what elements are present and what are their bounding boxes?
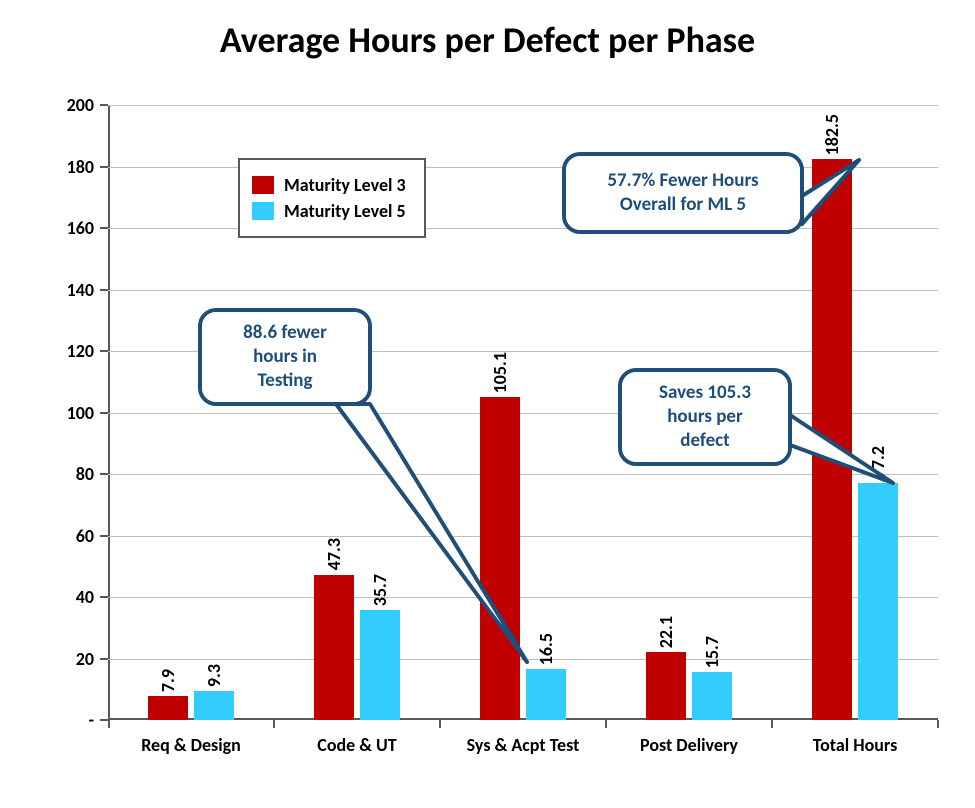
y-tick	[100, 350, 108, 352]
y-tick	[100, 719, 108, 721]
bar: 47.3	[314, 575, 354, 720]
bar-value-label: 182.5	[821, 114, 843, 155]
bar-value-label: 35.7	[369, 574, 391, 606]
x-category-label: Code & UT	[317, 734, 396, 756]
y-tick	[100, 289, 108, 291]
y-tick	[100, 658, 108, 660]
bar: 9.3	[194, 691, 234, 720]
callout-text: 57.7% Fewer HoursOverall for ML 5	[564, 154, 802, 232]
plot-area: -20406080100120140160180200Req & Design7…	[108, 105, 938, 720]
legend-label: Maturity Level 5	[284, 200, 406, 222]
legend-label: Maturity Level 3	[284, 174, 406, 196]
legend-box: Maturity Level 3 Maturity Level 5	[238, 158, 426, 238]
callout-text: 88.6 fewerhours inTesting	[200, 310, 370, 404]
y-tick-label: 140	[44, 279, 94, 301]
y-tick-label: 100	[44, 402, 94, 424]
x-category-label: Total Hours	[813, 734, 898, 756]
bar-value-label: 7.9	[157, 669, 179, 692]
bar: 35.7	[360, 610, 400, 720]
gridline	[108, 105, 938, 106]
y-tick	[100, 596, 108, 598]
bar-value-label: 47.3	[323, 538, 345, 570]
legend-item: Maturity Level 5	[252, 200, 406, 222]
x-tick	[108, 720, 110, 728]
y-tick	[100, 166, 108, 168]
y-tick-label: 120	[44, 340, 94, 362]
y-tick	[100, 412, 108, 414]
bar-value-label: 9.3	[203, 664, 225, 687]
bar: 182.5	[812, 159, 852, 720]
y-tick-label: 200	[44, 94, 94, 116]
y-tick-label: 60	[44, 525, 94, 547]
legend-swatch	[252, 176, 274, 194]
y-tick	[100, 227, 108, 229]
chart-container: Average Hours per Defect per Phase -2040…	[0, 0, 975, 808]
x-tick	[439, 720, 441, 728]
y-tick-label: 180	[44, 156, 94, 178]
y-tick	[100, 104, 108, 106]
legend-swatch	[252, 202, 274, 220]
x-tick	[605, 720, 607, 728]
callout-text: Saves 105.3hours perdefect	[620, 370, 790, 464]
y-tick-label: -	[44, 709, 94, 731]
bar-value-label: 105.1	[489, 352, 511, 393]
bar: 22.1	[646, 652, 686, 720]
legend-item: Maturity Level 3	[252, 174, 406, 196]
bar-value-label: 22.1	[655, 616, 677, 648]
bar-value-label: 15.7	[701, 636, 723, 668]
bar: 16.5	[526, 669, 566, 720]
bar-value-label: 16.5	[535, 633, 557, 665]
y-tick	[100, 535, 108, 537]
x-category-label: Req & Design	[141, 734, 241, 756]
x-tick	[937, 720, 939, 728]
x-tick	[771, 720, 773, 728]
chart-title: Average Hours per Defect per Phase	[0, 18, 975, 62]
bar-value-label: 77.2	[867, 446, 889, 478]
bar: 15.7	[692, 672, 732, 720]
y-tick	[100, 473, 108, 475]
bar: 105.1	[480, 397, 520, 720]
x-category-label: Sys & Acpt Test	[467, 734, 580, 756]
y-tick-label: 40	[44, 586, 94, 608]
x-tick	[273, 720, 275, 728]
x-category-label: Post Delivery	[640, 734, 738, 756]
y-tick-label: 80	[44, 463, 94, 485]
y-tick-label: 160	[44, 217, 94, 239]
bar: 77.2	[858, 483, 898, 720]
y-tick-label: 20	[44, 648, 94, 670]
bar: 7.9	[148, 696, 188, 720]
